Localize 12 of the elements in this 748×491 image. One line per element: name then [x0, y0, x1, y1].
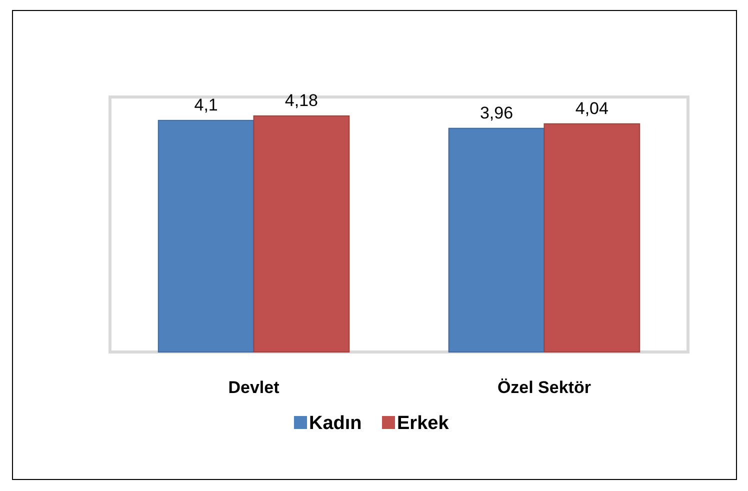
x-tick-label: Özel Sektör: [497, 378, 592, 397]
data-label: 4,04: [575, 98, 608, 118]
bar: [158, 120, 254, 352]
data-label: 4,18: [284, 90, 318, 110]
bar: [544, 123, 640, 352]
legend-label: Kadın: [309, 413, 362, 434]
bar: [253, 115, 350, 352]
x-tick-label: Devlet: [228, 378, 280, 397]
data-label: 3,96: [480, 103, 514, 122]
data-label: 4,1: [194, 95, 218, 114]
bar: [448, 128, 545, 352]
legend-label: Erkek: [397, 413, 450, 434]
